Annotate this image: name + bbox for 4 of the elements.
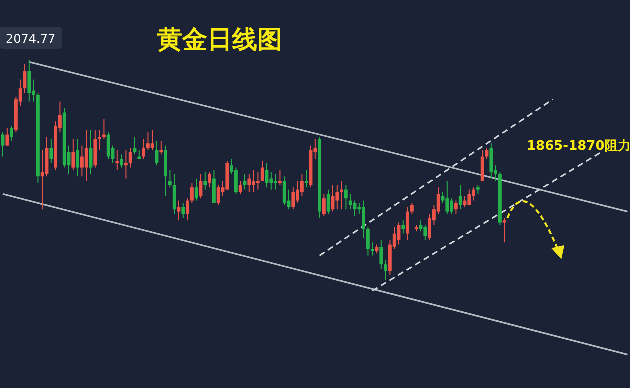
annotation: 2074.77 — [6, 32, 56, 46]
annotation: 1865-1870阻力 — [527, 139, 630, 154]
title: 黄金日线图 — [158, 25, 282, 54]
annotation: 2074.77 — [0, 27, 62, 49]
